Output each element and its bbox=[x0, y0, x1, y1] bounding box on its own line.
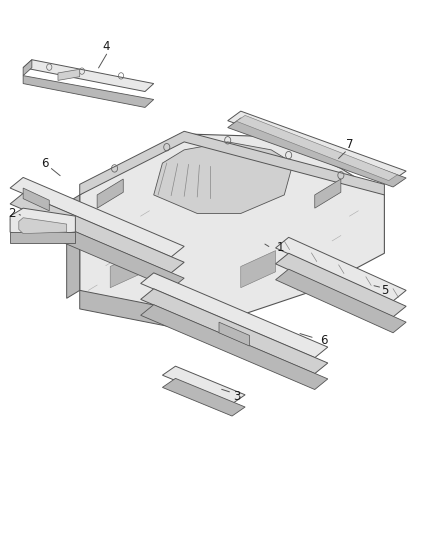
Polygon shape bbox=[58, 69, 80, 80]
Polygon shape bbox=[10, 177, 184, 257]
Polygon shape bbox=[80, 290, 228, 338]
Text: 6: 6 bbox=[320, 334, 327, 347]
Text: 1: 1 bbox=[276, 241, 284, 254]
Polygon shape bbox=[110, 251, 145, 288]
Polygon shape bbox=[154, 142, 293, 214]
Polygon shape bbox=[141, 305, 328, 390]
Polygon shape bbox=[228, 111, 406, 180]
Polygon shape bbox=[10, 209, 184, 289]
Polygon shape bbox=[23, 60, 154, 92]
Polygon shape bbox=[67, 195, 80, 298]
Polygon shape bbox=[315, 179, 341, 208]
Polygon shape bbox=[23, 76, 154, 108]
Polygon shape bbox=[241, 251, 276, 288]
Polygon shape bbox=[80, 131, 385, 195]
Text: 4: 4 bbox=[102, 40, 110, 53]
Polygon shape bbox=[80, 134, 385, 319]
Text: 6: 6 bbox=[41, 157, 49, 169]
Polygon shape bbox=[10, 232, 75, 243]
Polygon shape bbox=[276, 253, 406, 317]
Polygon shape bbox=[97, 179, 123, 208]
Polygon shape bbox=[228, 118, 406, 187]
Polygon shape bbox=[23, 60, 32, 76]
Polygon shape bbox=[237, 115, 397, 181]
Polygon shape bbox=[10, 208, 75, 237]
Polygon shape bbox=[219, 322, 250, 346]
Polygon shape bbox=[276, 269, 406, 333]
Polygon shape bbox=[23, 188, 49, 211]
Polygon shape bbox=[19, 217, 67, 233]
Polygon shape bbox=[141, 289, 328, 374]
Text: 3: 3 bbox=[233, 390, 240, 403]
Polygon shape bbox=[276, 237, 406, 301]
Polygon shape bbox=[10, 193, 184, 273]
Text: 5: 5 bbox=[381, 284, 388, 297]
Polygon shape bbox=[141, 273, 328, 358]
Polygon shape bbox=[162, 378, 245, 416]
Polygon shape bbox=[162, 366, 245, 404]
Text: 2: 2 bbox=[8, 207, 16, 220]
Text: 7: 7 bbox=[346, 138, 353, 151]
